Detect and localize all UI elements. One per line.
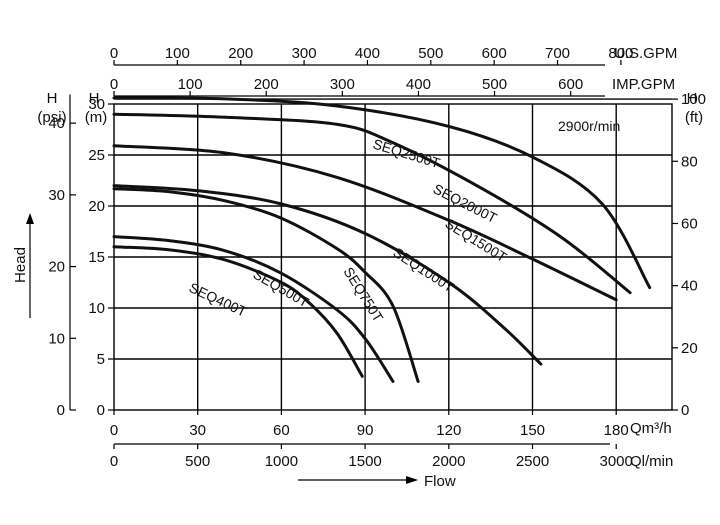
- y-axis-unit-ft: (ft): [685, 109, 703, 126]
- tick-label-x-usgpm-500: 500: [418, 45, 443, 62]
- curve-seq500t: [112, 235, 395, 383]
- tick-label-y-ft-80: 80: [681, 153, 698, 170]
- tick-label-y-m-5: 5: [97, 351, 105, 368]
- curve-label-seq1000t: SEQ1000T: [390, 244, 457, 295]
- tick-label-x-lpm-500: 500: [185, 453, 210, 470]
- tick-label-x-m3h-120: 120: [436, 422, 461, 439]
- tick-label-y-ft-60: 60: [681, 215, 698, 232]
- x-axis-unit-m3h: Qm³/h: [630, 420, 672, 437]
- tick-label-x-impgpm-600: 600: [558, 76, 583, 93]
- curve-seq400t: [112, 245, 364, 378]
- tick-label-x-usgpm-600: 600: [482, 45, 507, 62]
- tick-label-x-m3h-60: 60: [273, 422, 290, 439]
- chart-axes: 051015202530H(m)010203040H(psi)020406080…: [12, 45, 706, 490]
- tick-label-x-m3h-180: 180: [604, 422, 629, 439]
- tick-label-x-impgpm-500: 500: [482, 76, 507, 93]
- tick-label-y-m-10: 10: [88, 300, 105, 317]
- tick-label-x-impgpm-400: 400: [406, 76, 431, 93]
- curve-seq2000t: [112, 112, 632, 295]
- tick-label-x-usgpm-0: 0: [110, 45, 118, 62]
- tick-label-x-usgpm-100: 100: [165, 45, 190, 62]
- tick-label-x-impgpm-100: 100: [178, 76, 203, 93]
- tick-label-x-lpm-2000: 2000: [432, 453, 465, 470]
- tick-label-y-m-20: 20: [88, 198, 105, 215]
- tick-label-x-usgpm-300: 300: [292, 45, 317, 62]
- y-axis-letter-ft: H: [687, 90, 698, 107]
- flow-arrow-head: [406, 476, 418, 484]
- x-axis-title: Flow: [424, 473, 456, 490]
- tick-label-x-lpm-3000: 3000: [600, 453, 633, 470]
- curve-seq2500t: [112, 96, 652, 290]
- tick-label-y-ft-100: 100: [681, 91, 706, 108]
- curve-label-seq2000t: SEQ2000T: [431, 180, 500, 226]
- tick-label-y-ft-40: 40: [681, 278, 698, 295]
- curve-label-seq400t: SEQ400T: [187, 279, 250, 320]
- x-axis-unit-usgpm: U.S.GPM: [614, 45, 677, 62]
- y-axis-letter-psi: H: [47, 90, 58, 107]
- y-axis-unit-psi: (psi): [37, 109, 66, 126]
- tick-label-y-ft-0: 0: [681, 402, 689, 419]
- tick-label-x-m3h-30: 30: [189, 422, 206, 439]
- tick-label-x-lpm-0: 0: [110, 453, 118, 470]
- tick-label-y-m-15: 15: [88, 249, 105, 266]
- head-arrow-head: [26, 213, 34, 224]
- tick-label-y-psi-20: 20: [48, 259, 65, 276]
- tick-label-x-lpm-2500: 2500: [516, 453, 549, 470]
- curve-seq750t: [112, 187, 420, 383]
- curve-label-seq1500t: SEQ1500T: [442, 215, 510, 266]
- tick-label-x-lpm-1000: 1000: [265, 453, 298, 470]
- tick-label-y-psi-0: 0: [57, 402, 65, 419]
- tick-label-x-impgpm-0: 0: [110, 76, 118, 93]
- curve-seq1500t: [112, 144, 618, 302]
- tick-label-x-usgpm-200: 200: [228, 45, 253, 62]
- curve-labels: SEQ400T SEQ500T SEQ750T SEQ1000TSEQ1500TSEQ…: [187, 136, 510, 326]
- x-axis-unit-lpm: Ql/min: [630, 453, 673, 470]
- tick-label-x-usgpm-400: 400: [355, 45, 380, 62]
- tick-label-y-m-25: 25: [88, 147, 105, 164]
- tick-label-x-m3h-0: 0: [110, 422, 118, 439]
- tick-label-x-m3h-90: 90: [357, 422, 374, 439]
- curve-label-seq2500t: SEQ2500T: [371, 136, 442, 172]
- y-axis-unit-m: (m): [85, 109, 108, 126]
- x-axis-unit-impgpm: IMP.GPM: [612, 76, 675, 93]
- tick-label-x-impgpm-200: 200: [254, 76, 279, 93]
- tick-label-y-psi-30: 30: [48, 187, 65, 204]
- curve-seq1000t: [112, 184, 543, 366]
- pump-curves: [112, 96, 652, 383]
- tick-label-y-psi-40: 40: [48, 115, 65, 132]
- tick-label-y-psi-10: 10: [48, 330, 65, 347]
- tick-label-y-m-0: 0: [97, 402, 105, 419]
- speed-label: 2900r/min: [558, 118, 620, 134]
- tick-label-x-m3h-150: 150: [520, 422, 545, 439]
- y-axis-letter-m: H: [89, 90, 100, 107]
- tick-label-y-m-30: 30: [88, 96, 105, 113]
- tick-label-x-lpm-1500: 1500: [348, 453, 381, 470]
- tick-label-x-usgpm-800: 800: [608, 45, 633, 62]
- tick-label-x-usgpm-700: 700: [545, 45, 570, 62]
- curve-label-seq750t: SEQ750T: [340, 264, 386, 325]
- tick-label-x-impgpm-300: 300: [330, 76, 355, 93]
- y-axis-title: Head: [12, 247, 29, 283]
- tick-label-y-ft-20: 20: [681, 340, 698, 357]
